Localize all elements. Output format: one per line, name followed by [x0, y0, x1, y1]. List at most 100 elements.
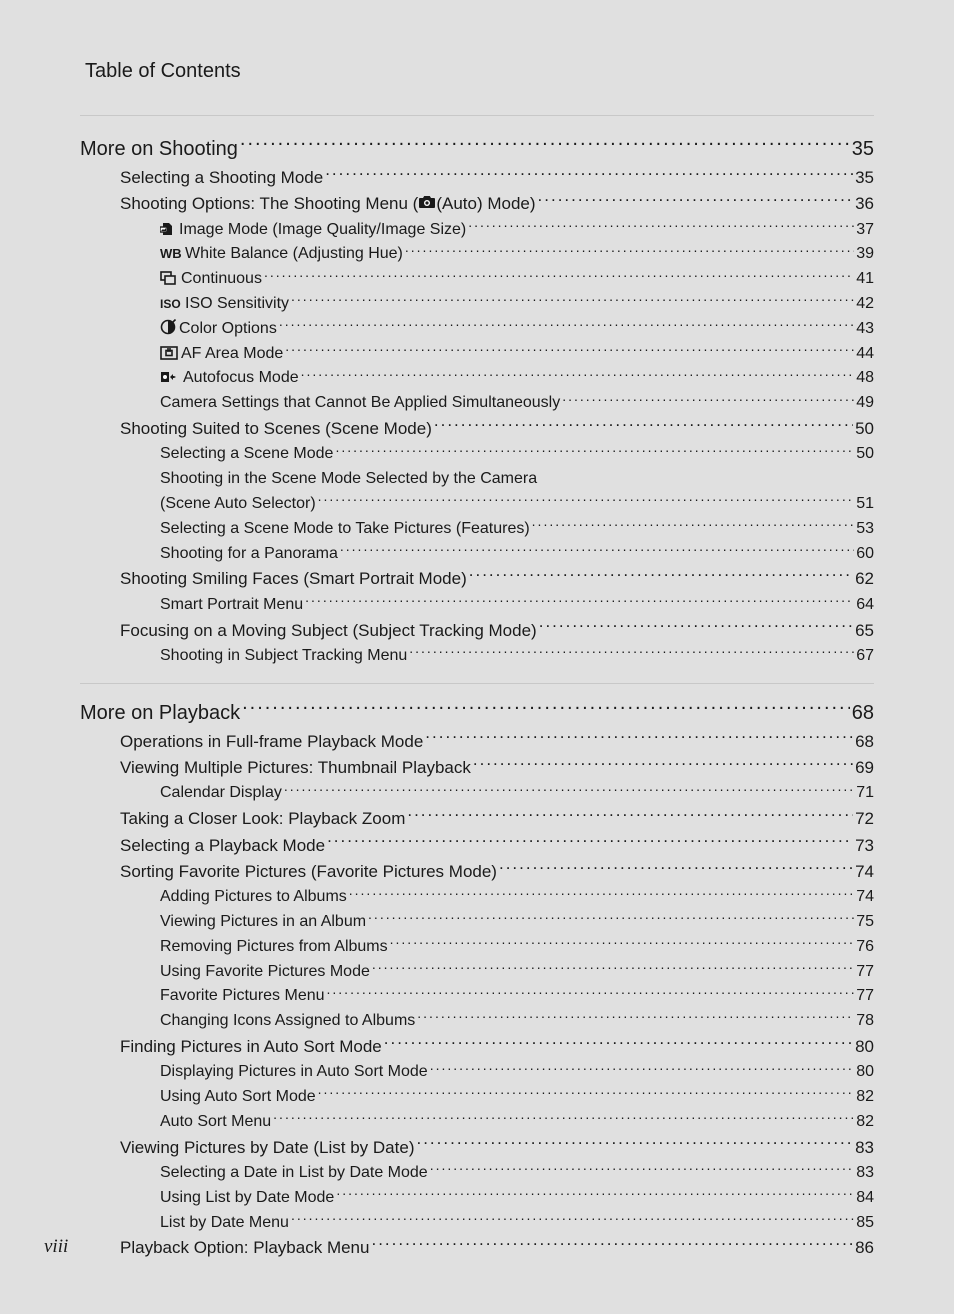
- toc-leader: [473, 756, 853, 773]
- image-mode-icon: [160, 222, 176, 236]
- toc-entry-page: 50: [855, 416, 874, 442]
- toc-leader: [390, 935, 855, 951]
- toc-entry[interactable]: Selecting a Shooting Mode35: [80, 165, 874, 191]
- toc-entry[interactable]: More on Playback68: [80, 698, 874, 729]
- toc-entry[interactable]: Taking a Closer Look: Playback Zoom72: [80, 806, 874, 832]
- toc-entry-page: 80: [856, 1060, 874, 1085]
- toc-entry[interactable]: Using Auto Sort Mode82: [80, 1085, 874, 1110]
- toc-entry[interactable]: Color Options43: [80, 317, 874, 342]
- toc-entry-page: 62: [855, 566, 874, 592]
- toc-entry[interactable]: Continuous41: [80, 267, 874, 292]
- wb-icon: WB: [160, 246, 182, 260]
- toc-entry-label: Calendar Display: [160, 781, 282, 806]
- toc-entry-page: 51: [856, 492, 874, 517]
- toc-entry[interactable]: Camera Settings that Cannot Be Applied S…: [80, 391, 874, 416]
- toc-entry[interactable]: Shooting for a Panorama60: [80, 542, 874, 567]
- toc-leader: [279, 317, 854, 333]
- toc-entry-page: 60: [856, 542, 874, 567]
- toc-entry-label: Selecting a Scene Mode to Take Pictures …: [160, 517, 530, 542]
- toc-entry[interactable]: Sorting Favorite Pictures (Favorite Pict…: [80, 859, 874, 885]
- toc-entry-label: Camera Settings that Cannot Be Applied S…: [160, 391, 560, 416]
- toc-entry[interactable]: AF Area Mode44: [80, 342, 874, 367]
- toc-entry[interactable]: Smart Portrait Menu64: [80, 593, 874, 618]
- toc-entry[interactable]: Favorite Pictures Menu77: [80, 984, 874, 1009]
- toc-entry[interactable]: Shooting in Subject Tracking Menu 67: [80, 644, 874, 669]
- toc-entry-label: Using List by Date Mode: [160, 1186, 334, 1211]
- toc-leader: [242, 699, 850, 719]
- toc-entry[interactable]: Selecting a Date in List by Date Mode83: [80, 1161, 874, 1186]
- toc-entry-page: 82: [856, 1110, 874, 1135]
- toc-leader: [425, 730, 853, 747]
- toc-entry-page: 68: [852, 698, 874, 729]
- toc-leader: [539, 619, 853, 636]
- toc-leader: [430, 1060, 855, 1076]
- toc-entry[interactable]: List by Date Menu85: [80, 1211, 874, 1236]
- toc-entry-page: 80: [855, 1034, 874, 1060]
- toc-entry[interactable]: Using Favorite Pictures Mode77: [80, 960, 874, 985]
- toc-entry[interactable]: Selecting a Playback Mode73: [80, 833, 874, 859]
- toc-leader: [327, 984, 855, 1000]
- toc-leader: [368, 910, 854, 926]
- toc-entry[interactable]: ISO ISO Sensitivity42: [80, 292, 874, 317]
- toc-entry-page: 75: [856, 910, 874, 935]
- toc-leader: [349, 885, 854, 901]
- toc-leader: [538, 192, 854, 209]
- toc-entry[interactable]: Viewing Pictures by Date (List by Date)8…: [80, 1135, 874, 1161]
- toc-entry-label: Selecting a Playback Mode: [120, 833, 325, 859]
- toc-entry[interactable]: Shooting in the Scene Mode Selected by t…: [80, 467, 874, 492]
- toc-leader: [273, 1110, 854, 1126]
- toc-entry[interactable]: WB White Balance (Adjusting Hue)39: [80, 242, 874, 267]
- toc-leader: [416, 1136, 853, 1153]
- toc-entry-label: AF Area Mode: [160, 342, 283, 367]
- toc-entry-page: 50: [856, 442, 874, 467]
- toc-entry-label: Selecting a Shooting Mode: [120, 165, 323, 191]
- autofocus-icon: [160, 370, 180, 384]
- toc-entry[interactable]: Selecting a Scene Mode to Take Pictures …: [80, 517, 874, 542]
- toc-entry-page: 78: [856, 1009, 874, 1034]
- toc-entry[interactable]: Calendar Display71: [80, 781, 874, 806]
- toc-entry[interactable]: Viewing Multiple Pictures: Thumbnail Pla…: [80, 755, 874, 781]
- toc-entry[interactable]: More on Shooting35: [80, 134, 874, 165]
- toc-entry-label: List by Date Menu: [160, 1211, 289, 1236]
- toc-entry-page: 67: [856, 644, 874, 669]
- toc-entry[interactable]: Playback Option: Playback Menu 86: [80, 1235, 874, 1261]
- toc-body: More on Shooting35Selecting a Shooting M…: [80, 115, 874, 1262]
- toc-entry[interactable]: Shooting Smiling Faces (Smart Portrait M…: [80, 566, 874, 592]
- toc-entry-label: Playback Option: Playback Menu: [120, 1235, 369, 1261]
- toc-leader: [562, 391, 854, 407]
- toc-entry[interactable]: Shooting Options: The Shooting Menu ( (A…: [80, 191, 874, 217]
- toc-leader: [336, 1186, 854, 1202]
- toc-entry-page: 68: [855, 729, 874, 755]
- toc-entry[interactable]: Finding Pictures in Auto Sort Mode80: [80, 1034, 874, 1060]
- toc-entry[interactable]: Adding Pictures to Albums 74: [80, 885, 874, 910]
- toc-entry-label: Color Options: [160, 317, 277, 342]
- toc-entry[interactable]: Operations in Full-frame Playback Mode68: [80, 729, 874, 755]
- toc-entry[interactable]: Autofocus Mode48: [80, 366, 874, 391]
- toc-entry-label: Viewing Pictures by Date (List by Date): [120, 1135, 414, 1161]
- toc-leader: [284, 781, 854, 797]
- toc-leader: [335, 442, 854, 458]
- toc-entry[interactable]: Image Mode (Image Quality/Image Size)37: [80, 218, 874, 243]
- toc-entry[interactable]: (Scene Auto Selector)51: [80, 492, 874, 517]
- toc-entry[interactable]: Changing Icons Assigned to Albums78: [80, 1009, 874, 1034]
- toc-entry[interactable]: Using List by Date Mode 84: [80, 1186, 874, 1211]
- toc-leader: [305, 593, 854, 609]
- toc-entry-label: Auto Sort Menu: [160, 1110, 271, 1135]
- toc-entry-page: 65: [855, 618, 874, 644]
- toc-entry[interactable]: Viewing Pictures in an Album75: [80, 910, 874, 935]
- toc-entry[interactable]: Focusing on a Moving Subject (Subject Tr…: [80, 618, 874, 644]
- toc-entry[interactable]: Auto Sort Menu 82: [80, 1110, 874, 1135]
- toc-entry-page: 48: [856, 366, 874, 391]
- toc-entry-label: Shooting in Subject Tracking Menu: [160, 644, 407, 669]
- toc-entry-page: 86: [855, 1235, 874, 1261]
- toc-entry[interactable]: Selecting a Scene Mode50: [80, 442, 874, 467]
- toc-entry-page: 84: [856, 1186, 874, 1211]
- toc-leader: [417, 1009, 854, 1025]
- toc-entry[interactable]: Shooting Suited to Scenes (Scene Mode)50: [80, 416, 874, 442]
- toc-entry-page: 74: [856, 885, 874, 910]
- toc-leader: [372, 960, 854, 976]
- toc-entry-label: Adding Pictures to Albums: [160, 885, 347, 910]
- toc-entry[interactable]: Displaying Pictures in Auto Sort Mode80: [80, 1060, 874, 1085]
- toc-entry-page: 82: [856, 1085, 874, 1110]
- toc-entry[interactable]: Removing Pictures from Albums76: [80, 935, 874, 960]
